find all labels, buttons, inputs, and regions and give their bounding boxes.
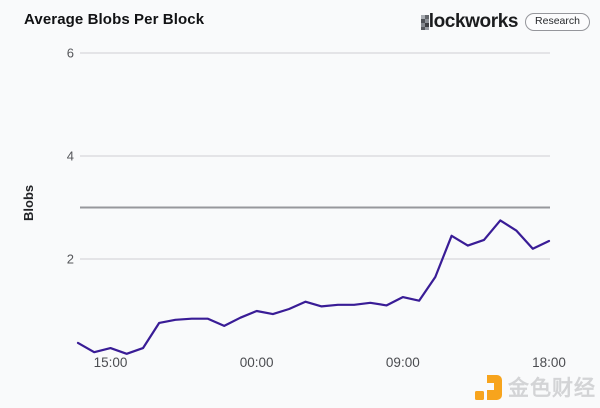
jinse-logo-icon (475, 375, 502, 400)
blockworks-b-mark-icon (420, 14, 429, 30)
x-tick-label-0000: 00:00 (240, 355, 274, 370)
x-tick-label-0900: 09:00 (386, 355, 420, 370)
blockworks-wordmark-rest: lockworks (428, 11, 519, 32)
y-tick-label-4: 4 (67, 149, 74, 164)
blockworks-logo: lockworks Research (420, 11, 590, 33)
jinse-watermark: 金色财经 (474, 372, 596, 402)
blobs-line-series (76, 219, 551, 355)
jinse-watermark-text: 金色财经 (508, 377, 596, 400)
x-tick-label-1500: 15:00 (94, 355, 128, 370)
chart-title: Average Blobs Per Block (24, 11, 205, 28)
y-tick-label-2: 2 (67, 252, 74, 267)
x-tick-label-1800: 18:00 (532, 355, 566, 370)
research-badge: Research (525, 13, 590, 31)
y-tick-label-6: 6 (67, 46, 74, 61)
blockworks-wordmark: lockworks (420, 11, 519, 33)
